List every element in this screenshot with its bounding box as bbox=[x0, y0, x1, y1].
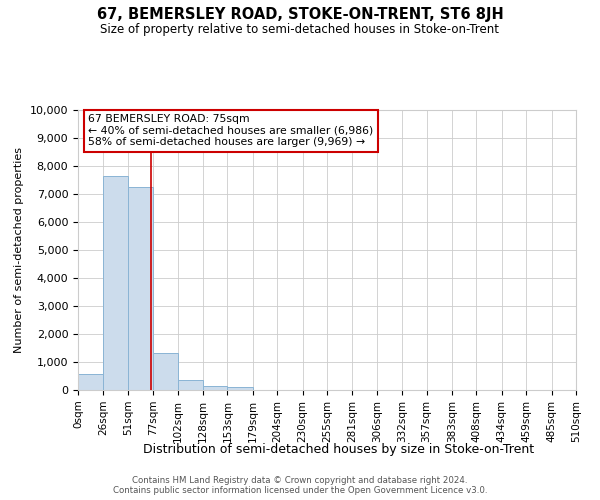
Y-axis label: Number of semi-detached properties: Number of semi-detached properties bbox=[14, 147, 24, 353]
Bar bbox=[178, 380, 203, 390]
Bar bbox=[153, 353, 178, 390]
Text: 67, BEMERSLEY ROAD, STOKE-ON-TRENT, ST6 8JH: 67, BEMERSLEY ROAD, STOKE-ON-TRENT, ST6 … bbox=[97, 8, 503, 22]
Text: Contains HM Land Registry data © Crown copyright and database right 2024.
Contai: Contains HM Land Registry data © Crown c… bbox=[113, 476, 487, 495]
Text: Size of property relative to semi-detached houses in Stoke-on-Trent: Size of property relative to semi-detach… bbox=[101, 22, 499, 36]
Bar bbox=[103, 176, 128, 390]
Bar bbox=[203, 386, 227, 390]
Text: 67 BEMERSLEY ROAD: 75sqm
← 40% of semi-detached houses are smaller (6,986)
58% o: 67 BEMERSLEY ROAD: 75sqm ← 40% of semi-d… bbox=[88, 114, 373, 148]
Bar bbox=[78, 374, 103, 390]
Bar bbox=[227, 386, 253, 390]
Text: Distribution of semi-detached houses by size in Stoke-on-Trent: Distribution of semi-detached houses by … bbox=[143, 442, 535, 456]
Bar bbox=[128, 187, 153, 390]
